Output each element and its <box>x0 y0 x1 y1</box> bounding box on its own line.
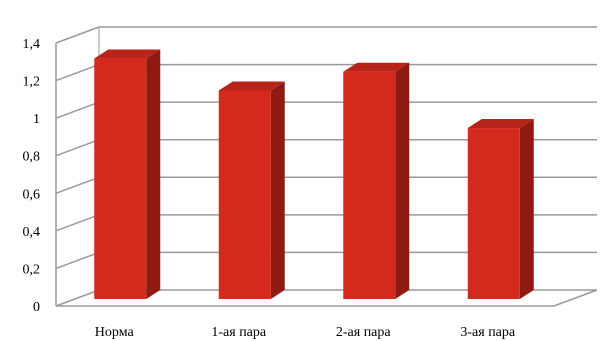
y-tick-label: 0,4 <box>23 225 41 240</box>
labels-layer: 0 0,2 0,4 0,6 0,8 1 1,2 1,4 Норма 1-ая пара 2-ая п… <box>23 37 516 340</box>
y-tick-label: 1,4 <box>23 37 41 52</box>
bar-side <box>270 81 285 299</box>
gridline-side-7 <box>55 26 100 44</box>
gridline-side-1 <box>55 251 100 270</box>
y-tick-label: 0,6 <box>23 187 41 202</box>
x-category-label: 2-ая пара <box>336 325 392 340</box>
bar-top <box>343 62 410 72</box>
bar-top <box>218 81 285 91</box>
gridline-side-0 <box>55 289 100 307</box>
bar-side <box>395 62 410 299</box>
gridline-side-4 <box>55 139 100 157</box>
floor-right-edge <box>553 289 598 307</box>
gridline-side-5 <box>55 101 100 119</box>
x-category-label: 1-ая пара <box>211 325 267 340</box>
gridline-side-3 <box>55 176 100 194</box>
bar-side <box>146 49 161 299</box>
bar-0 <box>94 49 161 299</box>
bar-side <box>519 119 534 299</box>
y-tick-label: 0,8 <box>23 150 41 165</box>
bar-front <box>343 71 396 299</box>
y-tick-label: 0 <box>33 300 40 315</box>
bar-3 <box>467 119 534 299</box>
bar-front <box>94 58 147 299</box>
y-tick-label: 0,2 <box>23 262 41 277</box>
x-category-label: 3-ая пара <box>460 325 516 340</box>
gridline-side-6 <box>55 63 100 82</box>
bar-front <box>467 128 520 299</box>
bar-top <box>94 49 161 59</box>
y-tick-label: 1 <box>33 112 40 127</box>
bar-front <box>218 90 271 299</box>
gridline-side-2 <box>55 214 100 232</box>
y-tick-label: 1,2 <box>23 75 41 90</box>
bars-layer <box>94 49 534 299</box>
x-category-label: Норма <box>95 325 135 340</box>
bar-2 <box>343 62 410 299</box>
bar-1 <box>218 81 285 299</box>
bar-top <box>467 119 534 129</box>
